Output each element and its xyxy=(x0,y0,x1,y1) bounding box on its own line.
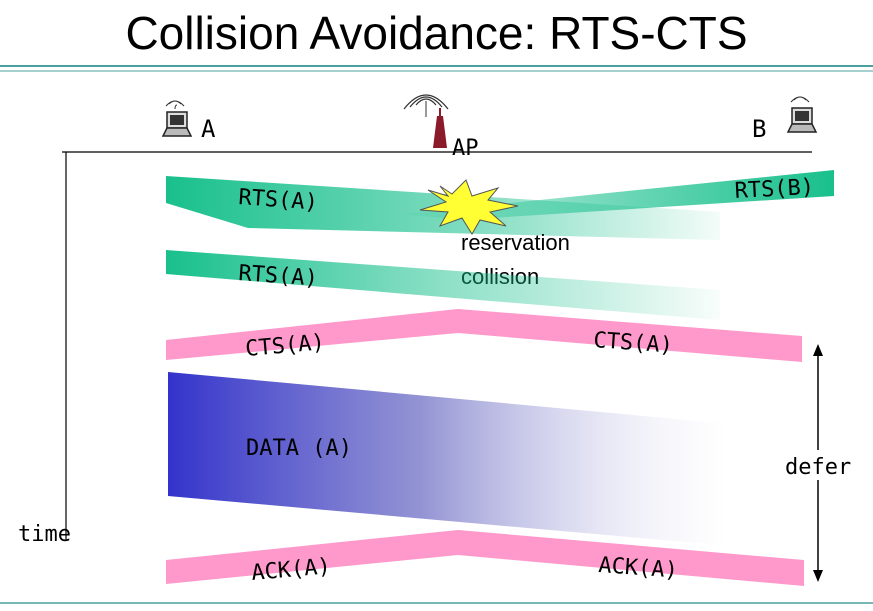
rts-b-label: RTS(B) xyxy=(734,175,815,204)
node-b-label: B xyxy=(752,115,766,143)
title-rule xyxy=(0,65,873,72)
defer-label-background xyxy=(782,450,868,480)
cts-a-band xyxy=(166,309,802,362)
defer-label: defer xyxy=(785,455,851,480)
data-a-label: DATA (A) xyxy=(246,436,352,461)
slide-title: Collision Avoidance: RTS-CTS xyxy=(125,7,748,59)
laptop-icon xyxy=(161,100,193,137)
ack-a-band xyxy=(166,530,804,586)
cts-a-right-label: CTS(A) xyxy=(593,328,674,358)
data-a-band xyxy=(168,372,730,546)
antenna-tower-icon xyxy=(403,94,449,148)
rts-a-second-label: RTS(A) xyxy=(238,261,319,291)
node-a-label: A xyxy=(201,115,216,143)
collision-annotation-line1: reservation xyxy=(461,230,570,255)
rts-a-first-label: RTS(A) xyxy=(238,185,319,215)
ack-a-right-label: ACK(A) xyxy=(598,553,679,583)
node-ap-label: AP xyxy=(452,136,479,161)
rts-a-second-band xyxy=(166,250,720,320)
collision-burst-icon xyxy=(419,179,519,235)
time-label: time xyxy=(18,522,71,547)
time-axis xyxy=(62,151,812,540)
wireless-waves-icon xyxy=(403,94,449,117)
laptop-icon xyxy=(786,96,818,133)
